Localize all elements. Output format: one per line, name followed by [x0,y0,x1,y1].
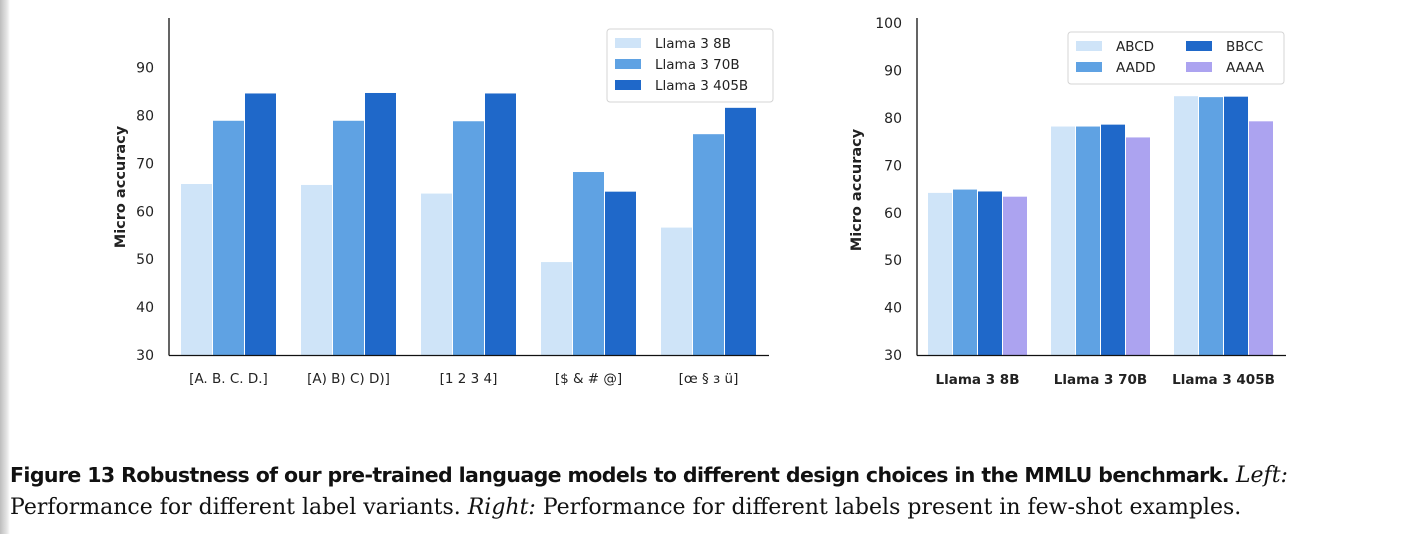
right-bar [1076,126,1100,355]
right-bar [953,189,977,355]
right-bar [1051,126,1075,355]
right-y-axis-title: Micro accuracy [849,128,865,251]
left-x-tick-label: [$ & # @] [555,371,622,387]
page-edge-shadow [0,0,10,534]
figure-13-charts: 30 40 50 60 70 80 90 Micro accuracy [A. B. C. D.… [113,16,1286,388]
right-bar [1199,97,1223,356]
right-y-tick-label: 60 [884,206,902,222]
right-bar [1224,96,1248,356]
right-legend-swatch [1186,41,1212,51]
left-legend-label: Llama 3 8B [655,36,731,52]
right-bar [1101,124,1125,355]
left-bar [421,193,452,355]
right-x-tick-label: Llama 3 8B [936,372,1020,388]
right-y-tick-label: 100 [875,16,902,32]
right-bar [1126,137,1150,355]
left-y-tick-label: 60 [136,204,154,220]
left-bar [541,262,572,355]
left-bar [213,120,244,355]
right-legend-swatch [1076,62,1102,72]
right-legend-swatch [1186,62,1212,72]
left-y-tick-label: 50 [136,252,154,268]
left-y-tick-label: 70 [136,156,154,172]
right-y-tick-label: 70 [884,158,902,174]
right-bar [978,191,1002,355]
left-bar [365,92,396,355]
caption-title: Figure 13 Robustness of our pre-trained … [10,463,1230,487]
right-legend-swatch [1076,41,1102,51]
caption-left-text: Performance for different label variants… [10,495,468,520]
right-bar [1249,121,1273,356]
left-y-tick-label: 80 [136,109,154,125]
left-bar [605,191,636,355]
right-y-tick-label: 80 [884,111,902,127]
left-x-tick-label: [œ § з ü] [679,371,739,387]
left-y-tick-label: 40 [136,300,154,316]
left-bar [573,172,604,355]
right-legend-label: AAAA [1226,60,1265,76]
left-legend-swatch [615,59,641,69]
right-chart: 30 40 50 60 70 80 90 100 Micro accuracy Llama 3 8… [849,16,1286,388]
left-x-tick-label: [1 2 3 4] [440,371,498,387]
left-legend-swatch [615,38,641,48]
right-x-tick-label: Llama 3 70B [1054,372,1147,388]
left-legend-swatch [615,80,641,90]
left-bar [661,227,692,355]
caption-left-label: Left: [1235,463,1288,488]
caption-right-text: Performance for different labels present… [535,495,1242,520]
left-bar [725,107,756,355]
left-y-tick-label: 30 [136,348,154,364]
left-legend-frame [606,28,774,103]
right-bar [1174,96,1198,356]
right-legend-label: BBCC [1226,39,1263,55]
left-y-axis-title: Micro accuracy [113,125,129,248]
left-x-tick-label: [A) B) C) D)] [307,371,390,387]
left-y-tick-label: 90 [136,61,154,77]
right-legend-frame [1067,31,1285,85]
right-bar [928,192,952,355]
right-y-tick-label: 90 [884,64,902,80]
right-y-tick-label: 30 [884,348,902,364]
right-legend-label: ABCD [1116,39,1154,55]
right-x-tick-label: Llama 3 405B [1172,372,1275,388]
caption-right-label: Right: [467,495,536,520]
left-chart: 30 40 50 60 70 80 90 Micro accuracy [A. B. C. D.… [113,18,774,387]
left-bar [301,184,332,355]
right-legend-label: AADD [1116,60,1156,76]
right-bar [1003,196,1027,355]
figure-caption: Figure 13 Robustness of our pre-trained … [10,459,1402,524]
left-legend-label: Llama 3 405B [655,78,748,94]
right-y-tick-label: 50 [884,253,902,269]
left-bar [181,183,212,355]
left-bar [453,121,484,355]
left-bar [333,120,364,355]
left-bar [485,93,516,355]
left-legend-label: Llama 3 70B [655,57,740,73]
left-x-tick-label: [A. B. C. D.] [189,371,268,387]
left-bar [693,134,724,355]
left-bar [245,93,276,355]
right-y-tick-label: 40 [884,301,902,317]
